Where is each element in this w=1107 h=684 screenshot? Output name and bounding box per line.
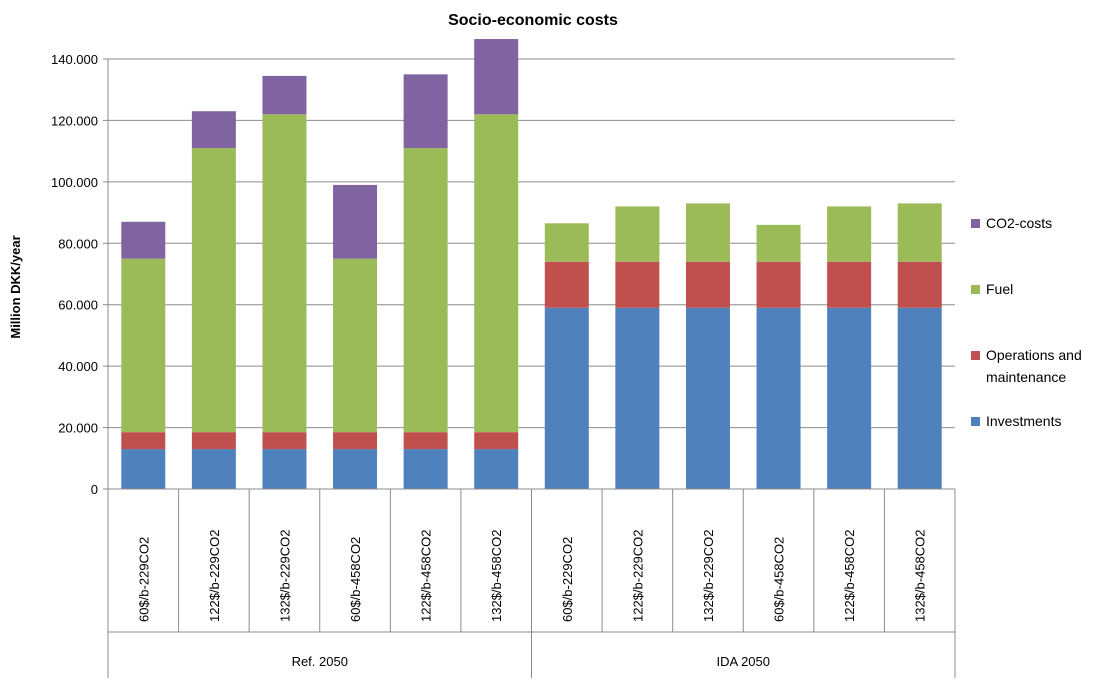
bar-operations-and-maintenance [333,432,378,450]
bar-operations-and-maintenance [262,432,307,450]
legend-label: Fuel [986,281,1013,297]
bar-investments [333,449,378,489]
y-tick-label: 120.000 [51,113,98,128]
group-label: IDA 2050 [717,654,771,669]
bar-investments [121,449,166,489]
bar-operations-and-maintenance [544,261,589,308]
bar-fuel [191,148,236,433]
bar-operations-and-maintenance [685,261,730,308]
bar-fuel [403,148,448,433]
bar-operations-and-maintenance [827,261,872,308]
bar-fuel [121,258,166,433]
x-tick-label: 60$/b-458CO2 [348,537,363,622]
y-axis-label: Million DKK/year [8,235,23,338]
bar-investments [615,307,660,489]
bar-fuel [615,206,660,262]
legend-label: Investments [986,413,1061,429]
y-tick-label: 140.000 [51,52,98,67]
gridlines [108,58,955,429]
x-tick-label: 60$/b-229CO2 [560,537,575,622]
bar-operations-and-maintenance [121,432,166,450]
x-tick-label: 60$/b-229CO2 [136,537,151,622]
bar-operations-and-maintenance [474,432,519,450]
x-tick-label: 132$/b-229CO2 [277,529,292,622]
bar-investments [403,449,448,489]
x-tick-label: 60$/b-458CO2 [772,537,787,622]
chart-title: Socio-economic costs [448,12,618,29]
x-tick-label: 122$/b-458CO2 [842,529,857,622]
bar-fuel [827,206,872,262]
bar-co2-costs [403,74,448,149]
legend-swatch [971,219,980,228]
bar-investments [756,307,801,489]
legend: CO2-costs Fuel Operations and maintenance In… [971,215,1082,429]
bar-investments [544,307,589,489]
legend-swatch [971,417,980,426]
bar-co2-costs [121,221,166,259]
bar-fuel [897,203,942,262]
bar-operations-and-maintenance [756,261,801,308]
bar-co2-costs [191,111,236,149]
x-tick-label: 132$/b-229CO2 [701,529,716,622]
x-tick-label: 122$/b-229CO2 [207,529,222,622]
bar-fuel [544,223,589,262]
bar-fuel [685,203,730,262]
y-tick-label: 80.000 [58,236,98,251]
y-tick-label: 40.000 [58,359,98,374]
bar-operations-and-maintenance [615,261,660,308]
bar-fuel [756,224,801,262]
x-tick-label: 122$/b-458CO2 [419,529,434,622]
bar-investments [827,307,872,489]
y-tick-label: 60.000 [58,298,98,313]
bar-operations-and-maintenance [897,261,942,308]
bar-fuel [262,114,307,433]
y-tick-label: 20.000 [58,421,98,436]
bar-investments [474,449,519,489]
x-tick-label: 132$/b-458CO2 [913,529,928,622]
legend-swatch [971,285,980,294]
bar-co2-costs [333,184,378,259]
bar-investments [685,307,730,489]
bar-co2-costs [262,75,307,115]
legend-label: maintenance [986,369,1066,385]
axes-layer: 0 20.000 40.000 60.000 80.000 100.000 120.000 1… [51,52,956,678]
y-tick-label: 0 [91,482,98,497]
bar-operations-and-maintenance [403,432,448,450]
bar-operations-and-maintenance [191,432,236,450]
bar-investments [191,449,236,489]
x-tick-label: 132$/b-458CO2 [489,529,504,622]
bar-investments [262,449,307,489]
legend-swatch [971,351,980,360]
x-tick-label: 122$/b-229CO2 [630,529,645,622]
bar-fuel [333,258,378,433]
bar-investments [897,307,942,489]
bars-layer [121,39,942,489]
bar-co2-costs [474,39,519,115]
y-tick-label: 100.000 [51,175,98,190]
group-label: Ref. 2050 [292,654,348,669]
legend-label: Operations and [986,347,1082,363]
bar-fuel [474,114,519,433]
legend-label: CO2-costs [986,215,1052,231]
